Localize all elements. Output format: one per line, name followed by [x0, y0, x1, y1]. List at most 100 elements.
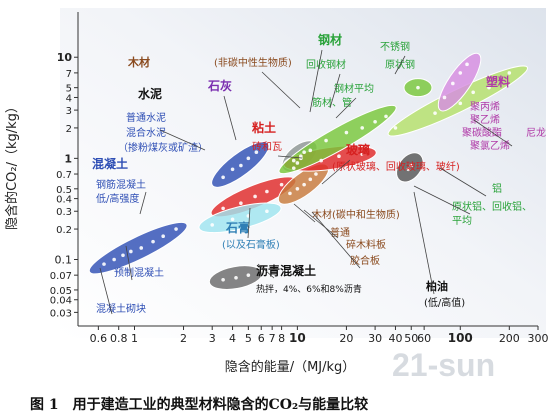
- group-region: [278, 104, 397, 175]
- leader-line: [139, 191, 147, 215]
- annotation-label: 石灰: [207, 78, 232, 93]
- data-point: [230, 167, 235, 172]
- y-tick-label: 3: [66, 106, 72, 117]
- data-point: [319, 158, 323, 163]
- data-point: [161, 234, 165, 238]
- x-axis-label: 隐含的能量/（MJ/kg）: [225, 359, 356, 375]
- x-tick-label: 6: [258, 332, 265, 345]
- leader-line: [261, 71, 301, 109]
- annotation-label: (非碳中性生物质): [214, 56, 292, 69]
- x-tick-label: 7: [269, 332, 276, 345]
- x-tick-label: 2: [180, 332, 187, 345]
- y-tick-label: 0.4: [56, 195, 72, 206]
- data-point: [360, 126, 365, 130]
- data-point: [416, 85, 420, 90]
- data-point: [234, 275, 238, 280]
- leader-line: [223, 95, 237, 141]
- annotation-label: 砖和瓦: [252, 140, 282, 153]
- data-point: [471, 90, 475, 95]
- data-point: [112, 257, 116, 262]
- leader-line: [335, 97, 357, 119]
- data-point: [246, 156, 251, 161]
- annotation-label: 水泥: [138, 86, 162, 101]
- y-tick-label: 0.03: [50, 308, 72, 319]
- leader-line: [159, 129, 206, 151]
- x-tick-label: 8: [278, 332, 285, 345]
- leader-line: [99, 267, 113, 315]
- leader-line: [293, 203, 316, 223]
- x-tick-label: 200: [499, 332, 520, 345]
- data-point: [129, 249, 133, 254]
- leader-line: [303, 209, 339, 239]
- y-tick-label: 2: [66, 124, 72, 135]
- y-axis-label: 隐含的CO₂/（kg/kg）: [4, 100, 20, 230]
- annotation-label: 聚氯乙烯: [470, 139, 510, 152]
- data-point: [360, 152, 365, 156]
- y-tick-label: 10: [57, 51, 73, 64]
- x-tick-label: 40: [388, 332, 402, 345]
- annotation-label: 碎木料板: [346, 238, 386, 251]
- annotation-label: 钢筋混凝土: [96, 178, 146, 191]
- data-point: [221, 206, 225, 211]
- x-tick-label: 60: [417, 332, 431, 345]
- x-tick-label: 0.6: [90, 332, 108, 345]
- annotation-label: 木材(碳中和生物质): [312, 208, 400, 221]
- annotation-label: 铝: [492, 183, 502, 195]
- leader-line: [257, 263, 275, 279]
- y-tick-label: 1: [64, 152, 72, 165]
- data-point: [302, 150, 306, 155]
- x-tick-label: 3: [209, 332, 216, 345]
- leader-line: [473, 119, 513, 147]
- data-point: [308, 177, 313, 182]
- data-point: [151, 239, 155, 244]
- data-point: [230, 217, 235, 222]
- data-point: [102, 262, 106, 266]
- data-point: [487, 85, 491, 90]
- y-tick-label: 0.07: [50, 271, 72, 282]
- annotation-label: 聚丙烯: [470, 100, 500, 113]
- annotation-label: 钢材: [318, 32, 342, 47]
- x-tick-label: 50: [404, 332, 418, 345]
- data-point: [291, 158, 296, 163]
- data-point: [139, 246, 144, 250]
- data-point: [433, 111, 437, 115]
- annotation-label: 聚乙烯: [470, 113, 500, 126]
- data-point: [302, 182, 306, 187]
- data-point: [458, 71, 463, 75]
- figure-caption: 图 1 用于建造工业的典型材料隐含的CO₂与能量比较: [30, 396, 368, 413]
- x-tick-label: 20: [339, 332, 353, 345]
- annotation-label: 混凝土: [92, 156, 128, 171]
- data-point: [254, 150, 259, 155]
- y-tick-label: 0.05: [50, 286, 72, 297]
- annotation-label: 普通水泥: [126, 111, 166, 124]
- y-tick-label: 0.5: [56, 185, 72, 196]
- annotation-label: 玻璃: [346, 142, 370, 157]
- annotation-label: (以及石膏板): [222, 238, 280, 251]
- x-tick-label: 100: [448, 331, 473, 345]
- data-point: [295, 187, 300, 191]
- leader-line: [321, 159, 351, 185]
- annotation-label: 预制混凝土: [114, 266, 164, 279]
- annotation-label: 混凝土砌块: [96, 302, 146, 315]
- data-point: [442, 95, 447, 100]
- data-point: [295, 161, 300, 165]
- y-tick-label: 4: [66, 93, 72, 104]
- data-point: [308, 148, 313, 153]
- data-point: [337, 154, 341, 159]
- annotation-label: 塑料: [486, 74, 510, 89]
- annotation-label: （掺粉煤灰或矿渣）: [118, 141, 208, 154]
- y-tick-label: 0.2: [56, 225, 72, 236]
- annotation-label: 原状铝、回收铝、: [452, 200, 532, 213]
- data-point: [279, 182, 284, 187]
- x-tick-label: 1: [131, 332, 138, 345]
- annotation-label: (原状玻璃、回收玻璃、玻纤): [332, 160, 460, 173]
- data-point: [265, 209, 269, 214]
- watermark: 21-sun: [392, 347, 495, 383]
- data-point: [465, 62, 469, 67]
- annotation-label: 混合水泥: [126, 126, 166, 139]
- data-point: [344, 130, 349, 135]
- x-tick-label: 10: [289, 331, 306, 345]
- data-point: [458, 101, 463, 106]
- annotation-label: 粘土: [252, 120, 276, 135]
